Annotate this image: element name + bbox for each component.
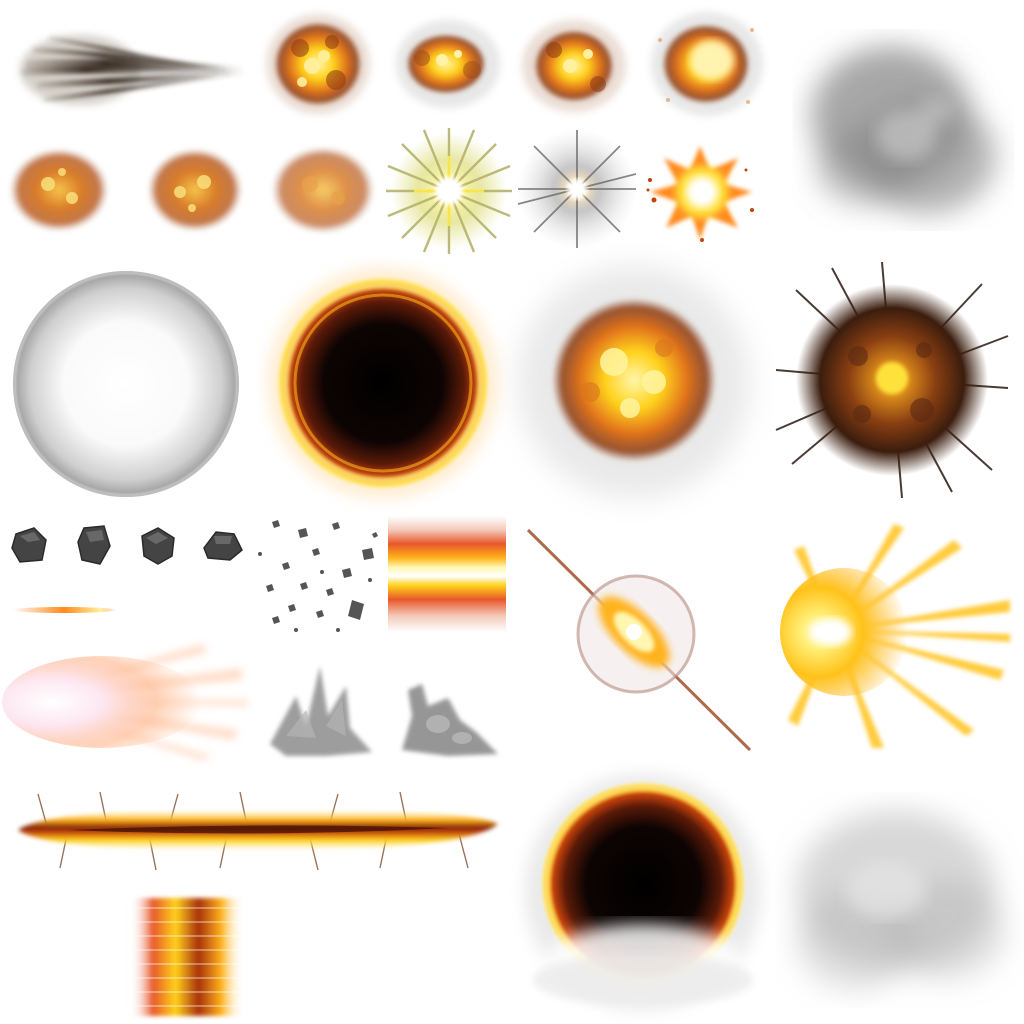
fire-column-sprite — [130, 898, 244, 1016]
rock-4-sprite — [200, 528, 244, 562]
fireball-sprite — [514, 262, 754, 502]
smoke-splash-2-sprite — [398, 676, 502, 760]
fire-gradient-strip-sprite — [388, 516, 506, 632]
debris-scatter-sprite — [252, 514, 382, 638]
explosion-puff-4-sprite — [648, 10, 766, 118]
rock-3-sprite — [138, 526, 178, 566]
ember-ball-3-sprite — [266, 140, 380, 240]
tracer-line-sprite — [8, 604, 116, 616]
rock-2-sprite — [76, 524, 112, 566]
lens-flare-sprite — [520, 522, 754, 754]
fog-patch-sprite — [776, 780, 1016, 1016]
crater-blast-sprite — [772, 260, 1012, 500]
smoke-streak-sprite — [10, 10, 250, 120]
smoke-splash-1-sprite — [266, 656, 376, 760]
directional-burst-sprite — [774, 520, 1012, 752]
smoke-cloud-sprite — [786, 16, 1012, 242]
fire-beam-sprite — [8, 788, 504, 872]
explosion-puff-3-sprite — [518, 14, 630, 114]
flash-star-white-sprite — [514, 126, 640, 252]
black-hole-ring-sprite — [266, 266, 500, 500]
explosion-puff-1-sprite — [262, 8, 374, 118]
spark-burst-sprite — [642, 140, 758, 246]
flash-star-yellow-sprite — [384, 126, 514, 256]
explosion-puff-2-sprite — [392, 14, 504, 112]
rock-1-sprite — [10, 526, 50, 566]
muzzle-flash-sprite — [2, 638, 252, 764]
shockwave-ring-sprite — [10, 268, 242, 500]
ember-ball-2-sprite — [140, 142, 250, 238]
portal-ring-sprite — [520, 774, 766, 1014]
ember-ball-1-sprite — [4, 142, 114, 238]
